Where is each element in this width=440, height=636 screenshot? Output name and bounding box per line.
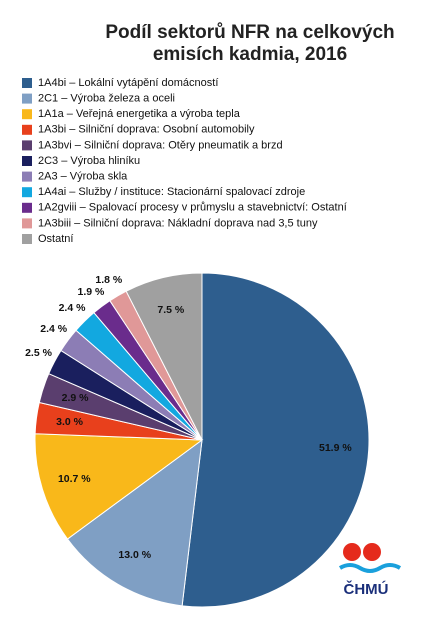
legend-swatch [22,78,32,88]
legend-swatch [22,218,32,229]
pie-slice [125,272,203,441]
legend-label: 2A3 – Výroba skla [38,171,128,183]
value-label: 2.9 % [62,392,90,404]
value-label: 13.0 % [118,549,151,561]
legend-label: 1A3biii – Silniční doprava: Nákladní dop… [38,217,318,229]
value-label: 7.5 % [157,304,185,316]
pie-slice [66,438,203,607]
value-label: 2.4 % [59,302,87,314]
logo: ČHMÚ [338,543,402,598]
legend-label: Ostatní [38,233,73,245]
pie-slice [34,433,204,540]
legend-swatch [22,234,32,244]
legend-label: 1A3bi – Silniční doprava: Osobní automob… [38,124,255,136]
legend-label: 1A3bvi – Silniční doprava: Otěry pneumat… [38,139,283,151]
legend-swatch [22,93,32,104]
legend-label: 2C1 – Výroba železa a oceli [38,93,175,105]
value-label: 51.9 % [319,442,352,454]
legend-label: 1A4ai – Služby / instituce: Stacionární … [38,186,305,198]
legend-swatch [22,171,32,182]
legend-swatch [22,109,32,120]
legend-swatch [22,156,32,166]
value-label: 10.7 % [58,473,91,485]
pie-slice [181,272,370,608]
chart-title: Podíl sektorů NFR na celkových emisích k… [105,22,395,65]
logo-text: ČHMÚ [344,580,389,598]
value-label: 2.5 % [25,347,53,359]
value-label: 3.0 % [56,416,84,428]
legend-label: 1A2gviii – Spalovací procesy v průmyslu … [38,202,347,214]
value-label: 1.9 % [77,286,105,298]
legend-swatch [22,187,32,198]
legend-swatch [22,124,32,135]
legend-swatch [22,140,32,151]
legend-swatch [22,202,32,213]
legend-label: 1A4bi – Lokální vytápění domácností [38,77,218,89]
value-label: 1.8 % [95,274,123,286]
legend-label: 2C3 – Výroba hliníku [38,155,140,167]
value-label: 2.4 % [40,323,68,335]
legend-label: 1A1a – Veřejná energetika a výroba tepla [38,108,241,120]
